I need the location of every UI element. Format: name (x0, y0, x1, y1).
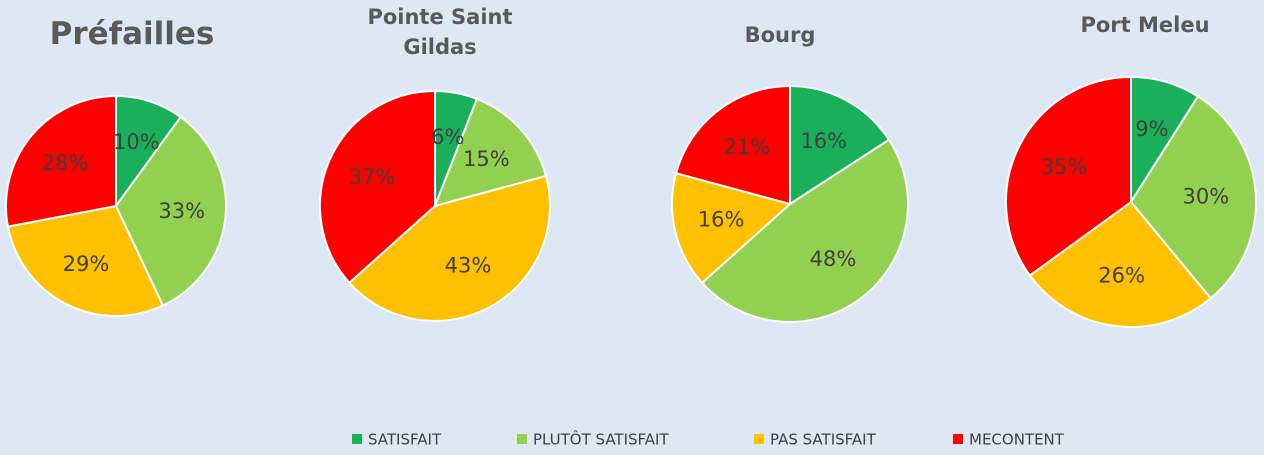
pie-slice (671, 171, 793, 285)
data-label: 48% (810, 247, 857, 271)
percent-sign: % (1125, 263, 1145, 287)
pie-slice (1005, 75, 1132, 277)
data-label-value: 43 (445, 254, 472, 278)
percent-sign: % (725, 207, 745, 231)
data-label: 9% (1135, 117, 1168, 141)
chart-title: Pointe Saint Gildas (367, 5, 513, 60)
data-label-value: 37 (349, 165, 376, 189)
percent-sign: % (375, 165, 395, 189)
data-label: 10% (113, 130, 160, 154)
data-label-value: 16 (800, 129, 827, 153)
percent-sign: % (836, 247, 856, 271)
legend-swatch (754, 434, 764, 444)
pie-slice (674, 84, 791, 206)
pie-slice (114, 115, 227, 307)
data-label-value: 33 (158, 199, 185, 223)
legend-swatch (517, 434, 527, 444)
pie-slice (1028, 200, 1213, 328)
data-label-value: 21 (724, 135, 751, 159)
pie-slice (6, 204, 165, 317)
percent-sign: % (445, 125, 465, 149)
percent-sign: % (185, 199, 205, 223)
data-label: 6% (431, 125, 464, 149)
data-label: 21% (724, 135, 771, 159)
data-label: 28% (42, 151, 89, 175)
data-label-value: 9 (1135, 117, 1148, 141)
data-label-value: 30 (1183, 184, 1210, 208)
data-label-value: 29 (63, 252, 90, 276)
percent-sign: % (471, 254, 491, 278)
pie-slice (347, 174, 551, 322)
data-label: 29% (63, 252, 110, 276)
legend-label: SATISFAIT (368, 431, 442, 449)
legend-swatch (953, 434, 963, 444)
data-label-value: 28 (42, 151, 69, 175)
data-label: 33% (158, 199, 205, 223)
data-label-value: 10 (113, 130, 140, 154)
percent-sign: % (1209, 184, 1229, 208)
legend-label: PAS SATISFAIT (770, 431, 877, 449)
data-label: 43% (445, 254, 492, 278)
pie-slice (1129, 95, 1257, 300)
pie-slice (319, 89, 436, 285)
legend-label: MECONTENT (969, 431, 1065, 449)
data-label: 35% (1041, 155, 1088, 179)
percent-sign: % (750, 135, 770, 159)
chart-title: Bourg (744, 23, 816, 47)
pie-slice (789, 84, 891, 206)
percent-sign: % (69, 151, 89, 175)
data-label: 26% (1098, 263, 1145, 287)
data-label-value: 26 (1098, 263, 1125, 287)
data-label-value: 6 (431, 125, 444, 149)
legend-label: PLUTÔT SATISFAIT (533, 430, 669, 449)
chart-title: Préfailles (49, 16, 215, 52)
pie-slice (5, 94, 117, 228)
data-label-value: 48 (810, 247, 837, 271)
percent-sign: % (1068, 155, 1088, 179)
percent-sign: % (140, 130, 160, 154)
data-label: 16% (800, 129, 847, 153)
data-label: 30% (1183, 184, 1230, 208)
data-label: 16% (698, 207, 745, 231)
data-label: 37% (349, 165, 396, 189)
data-label-value: 35 (1041, 155, 1068, 179)
percent-sign: % (89, 252, 109, 276)
data-label-value: 15 (463, 147, 490, 171)
chart-title: Port Meleu (1080, 13, 1210, 37)
data-label-value: 16 (698, 207, 725, 231)
data-label: 15% (463, 147, 510, 171)
legend-swatch (352, 434, 362, 444)
percent-sign: % (490, 147, 510, 171)
percent-sign: % (1149, 117, 1169, 141)
percent-sign: % (827, 129, 847, 153)
pie-slice (433, 97, 548, 208)
pie-slice (700, 138, 909, 323)
